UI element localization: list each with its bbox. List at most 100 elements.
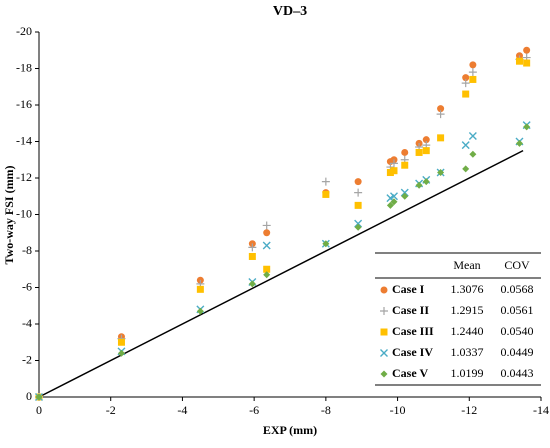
marker — [380, 328, 388, 336]
marker — [468, 132, 477, 141]
marker-shape — [422, 178, 430, 186]
marker-shape — [386, 169, 394, 177]
marker-shape — [415, 148, 423, 156]
marker-shape — [469, 75, 477, 83]
marker — [469, 150, 477, 158]
marker — [263, 271, 271, 279]
marker — [523, 59, 531, 67]
marker-shape — [436, 110, 445, 119]
marker — [422, 136, 430, 144]
marker-shape — [469, 61, 477, 69]
marker-shape — [380, 286, 388, 294]
marker-shape — [523, 59, 531, 67]
x-tick-label: 0 — [36, 403, 42, 417]
legend-label: Case II — [392, 303, 429, 317]
y-axis-label: Two-way FSI (mm) — [2, 165, 16, 264]
marker-shape — [401, 161, 409, 169]
chart-title: VD–3 — [273, 4, 307, 19]
x-tick-label: -8 — [321, 403, 331, 417]
y-tick-label: -10 — [16, 206, 32, 220]
y-tick-label: -18 — [16, 60, 32, 74]
marker — [523, 46, 531, 54]
marker-shape — [35, 393, 43, 401]
marker-shape — [196, 307, 204, 315]
marker — [401, 161, 409, 169]
x-tick-label: -2 — [106, 403, 116, 417]
marker — [386, 201, 394, 209]
x-tick-label: -12 — [461, 403, 477, 417]
table-cell: 0.0449 — [501, 345, 534, 359]
marker-shape — [380, 328, 388, 336]
y-tick-label: 0 — [26, 389, 32, 403]
marker — [380, 307, 388, 315]
marker — [401, 148, 409, 156]
marker — [196, 285, 204, 293]
marker-shape — [461, 79, 470, 88]
marker-shape — [380, 349, 388, 357]
marker — [462, 165, 470, 173]
table-cell: 0.0568 — [501, 282, 534, 296]
marker-shape — [354, 201, 362, 209]
marker-shape — [117, 338, 125, 346]
marker-shape — [462, 165, 470, 173]
marker-shape — [196, 285, 204, 293]
marker-shape — [461, 141, 470, 150]
marker — [380, 349, 388, 357]
marker-shape — [354, 178, 362, 186]
marker — [389, 159, 398, 168]
marker — [354, 188, 363, 197]
y-tick-label: -14 — [16, 133, 32, 147]
marker-shape — [248, 252, 256, 260]
marker — [515, 139, 523, 147]
y-tick-label: -8 — [22, 243, 32, 257]
marker — [117, 338, 125, 346]
marker — [390, 198, 398, 206]
marker-shape — [462, 90, 470, 98]
table-cell: 0.0443 — [501, 366, 534, 380]
marker-shape — [248, 280, 256, 288]
table-cell: 1.3076 — [451, 282, 484, 296]
marker — [262, 241, 271, 250]
table-cell: 1.2440 — [451, 324, 484, 338]
marker-shape — [469, 150, 477, 158]
marker — [380, 286, 388, 294]
marker-shape — [386, 201, 394, 209]
y-tick-label: -6 — [22, 279, 32, 293]
marker-shape — [354, 219, 363, 228]
marker-shape — [390, 198, 398, 206]
marker — [354, 201, 362, 209]
marker — [322, 190, 330, 198]
marker-shape — [322, 240, 330, 248]
table-cell: 1.2915 — [451, 303, 484, 317]
marker — [35, 393, 43, 401]
marker — [354, 219, 363, 228]
marker — [322, 240, 330, 248]
marker-shape — [262, 241, 271, 250]
marker-shape — [422, 136, 430, 144]
marker — [401, 192, 409, 200]
marker — [461, 141, 470, 150]
marker — [386, 169, 394, 177]
marker-shape — [515, 57, 523, 65]
marker — [437, 105, 445, 113]
marker — [380, 370, 388, 378]
marker-shape — [321, 177, 330, 186]
marker — [263, 265, 271, 273]
marker — [462, 74, 470, 82]
marker-shape — [380, 370, 388, 378]
marker-shape — [390, 167, 398, 175]
y-tick-label: -12 — [16, 170, 32, 184]
marker-shape — [468, 132, 477, 141]
y-tick-label: -20 — [16, 24, 32, 38]
marker-shape — [354, 188, 363, 197]
y-tick-label: -2 — [22, 352, 32, 366]
marker — [469, 61, 477, 69]
table-cell: 0.0561 — [501, 303, 534, 317]
marker-shape — [437, 169, 445, 177]
marker-shape — [415, 181, 423, 189]
reference-line — [38, 149, 524, 398]
marker — [415, 148, 423, 156]
marker-shape — [437, 105, 445, 113]
legend-label: Case V — [392, 366, 428, 380]
marker — [390, 167, 398, 175]
